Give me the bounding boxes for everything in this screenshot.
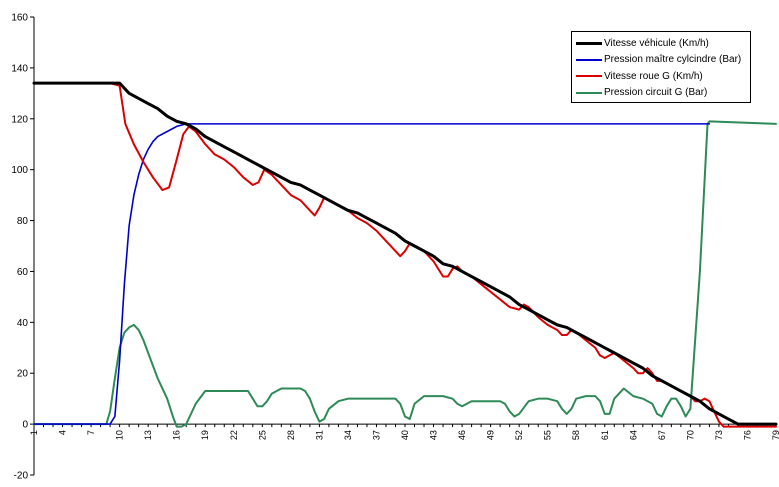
x-tick-label: 25 [257,430,267,440]
x-tick-label: 34 [343,430,353,440]
legend-entry: Vitesse véhicule (Km/h) [576,35,748,52]
legend-entry: Pression circuit G (Bar) [576,85,748,102]
x-tick-label: 1 [29,430,39,435]
x-tick-label: 70 [685,430,695,440]
x-tick-label: 52 [514,430,524,440]
x-tick-label: 10 [115,430,125,440]
y-tick-label: 0 [22,420,28,431]
x-tick-label: 61 [600,430,610,440]
y-tick-label: 20 [17,369,29,380]
y-tick-label: 120 [11,114,28,125]
x-tick-label: 43 [429,430,439,440]
x-tick-label: 19 [200,430,210,440]
legend-label-vitesse-roue-g: Vitesse roue G (Km/h) [604,70,703,82]
series-line-pression-ma-tre-cylcindre-bar [33,123,711,425]
legend-swatch-pression-maitre-cylindre [576,58,602,61]
y-tick-label: 160 [11,13,28,24]
x-tick-label: 46 [457,430,467,440]
legend: Vitesse véhicule (Km/h) Pression maître … [571,31,751,103]
x-tick-label: 13 [143,430,153,440]
y-tick-label: 140 [11,63,28,74]
x-tick-label: 4 [58,430,68,435]
series-lines [32,81,778,428]
legend-swatch-vitesse-roue-g [576,75,602,78]
x-tick-label: 76 [742,430,752,440]
y-tick-label: -20 [14,471,29,482]
x-tick-label: 40 [400,430,410,440]
legend-label-pression-maitre-cylindre: Pression maître cylcindre (Bar) [604,54,742,66]
x-tick-label: 49 [486,430,496,440]
series-line-vitesse-v-hicule-km-h [32,81,778,426]
legend-swatch-pression-circuit-g [576,91,602,94]
x-tick-label: 73 [714,430,724,440]
series-line-pression-circuit-g-bar [33,120,777,428]
y-tick-label: 80 [17,216,29,227]
axes: -20 0 20 40 60 80 100 120 140 160 1 4 7 10 13 16 19 22 25 2… [11,13,779,482]
legend-swatch-vitesse-vehicule [576,41,602,45]
x-tick-label: 22 [229,430,239,440]
x-tick-label: 55 [543,430,553,440]
x-tick-label: 79 [771,430,779,440]
y-tick-label: 100 [11,165,28,176]
x-tick-label: 37 [371,430,381,440]
x-tick-label: 16 [172,430,182,440]
x-tick-label: 7 [86,430,96,435]
legend-label-pression-circuit-g: Pression circuit G (Bar) [604,87,708,99]
legend-entry: Vitesse roue G (Km/h) [576,68,748,85]
legend-entry: Pression maître cylcindre (Bar) [576,52,748,69]
series-line-vitesse-roue-g-km-h [33,82,777,428]
y-tick-label: 60 [17,267,29,278]
x-tick-label: 58 [571,430,581,440]
x-tick-label: 28 [286,430,296,440]
legend-label-vitesse-vehicule: Vitesse véhicule (Km/h) [604,37,709,49]
x-tick-label: 67 [657,430,667,440]
y-tick-label: 40 [17,318,29,329]
x-tick-label: 64 [628,430,638,440]
x-tick-label: 31 [314,430,324,440]
